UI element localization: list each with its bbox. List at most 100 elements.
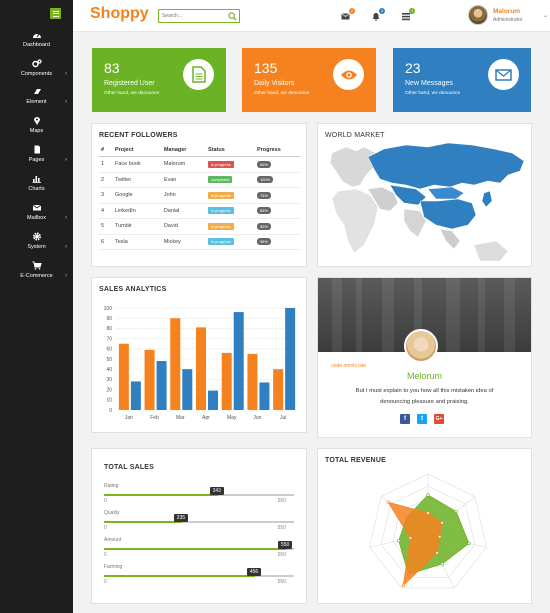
- radar-point[interactable]: [397, 539, 401, 543]
- world-map[interactable]: [324, 141, 528, 263]
- card-value: 135: [254, 60, 278, 76]
- tasks-icon: [402, 13, 410, 21]
- radar-point[interactable]: [454, 509, 458, 514]
- sidebar: Dashboard Components › Element › Maps Pa…: [0, 0, 73, 613]
- sidebar-item-label: Dashboard: [23, 42, 50, 48]
- bar-apr-series2[interactable]: [208, 390, 218, 410]
- sidebar-item-label: System: [27, 244, 46, 250]
- bar-jun-series2[interactable]: [259, 382, 270, 410]
- table-row[interactable]: 3 Google John in progress 75%: [98, 187, 300, 204]
- radar-point[interactable]: [438, 535, 442, 539]
- chevron-right-icon: ›: [65, 273, 67, 279]
- sidebar-item-charts[interactable]: Charts: [0, 174, 73, 192]
- slider-handle[interactable]: 456: [246, 568, 262, 576]
- bar-jul-series1[interactable]: [273, 369, 284, 410]
- bar-feb-series1[interactable]: [144, 349, 155, 410]
- status-badge: in progress: [207, 222, 234, 230]
- sales-slider-quality[interactable]: Quality 235 0 550: [104, 510, 294, 531]
- x-tick-label: Jul: [280, 415, 286, 421]
- radar-series-2[interactable]: [387, 501, 443, 587]
- radar-point[interactable]: [440, 562, 444, 566]
- sales-bar-chart[interactable]: 0 10 20 30 40 50 60 70 80 90 100 Jan Feb Mar Apr May Jun…: [96, 300, 302, 428]
- manager-cell: Mickey: [160, 234, 205, 250]
- sidebar-item-system[interactable]: System ›: [0, 232, 73, 250]
- slider-handle[interactable]: 343: [209, 487, 224, 495]
- twitter-button[interactable]: t: [417, 414, 427, 424]
- bar-apr-series1[interactable]: [196, 327, 206, 410]
- radar-point[interactable]: [435, 551, 439, 555]
- sales-slider-amount[interactable]: Amount 550 0 550: [104, 537, 294, 558]
- bell-icon: [372, 13, 380, 21]
- sidebar-item-element[interactable]: Element ›: [0, 87, 73, 105]
- user-role: Administrator: [493, 17, 523, 23]
- radar-point[interactable]: [426, 511, 430, 515]
- y-tick-label: 80: [106, 326, 112, 332]
- panel-title: RECENT FOLLOWERS: [99, 132, 178, 139]
- revenue-radar-chart[interactable]: [348, 467, 508, 601]
- table-row[interactable]: 4 LinkedIn Danial in progress 65%: [98, 203, 300, 219]
- table-row[interactable]: 2 Twitter Evan completed 100%: [98, 172, 300, 188]
- bar-mar-series2[interactable]: [182, 369, 193, 410]
- tasks-notification[interactable]: 4: [401, 8, 415, 21]
- radar-point[interactable]: [386, 500, 390, 504]
- app-logo[interactable]: Shoppy: [90, 5, 149, 22]
- table-row[interactable]: 6 Tesla Mickey in progress 96%: [98, 234, 300, 250]
- bar-mar-series1[interactable]: [170, 318, 181, 410]
- slider-max: 550: [277, 525, 286, 531]
- table-row[interactable]: 5 Tumblr David in progress 90%: [98, 218, 300, 235]
- bar-jan-series2[interactable]: [130, 381, 141, 410]
- radar-point[interactable]: [408, 536, 413, 540]
- slider-track[interactable]: 343: [104, 487, 294, 496]
- sidebar-item-dashboard[interactable]: Dashboard: [0, 30, 73, 48]
- radar-point[interactable]: [426, 493, 430, 497]
- status-badge: in progress: [207, 238, 234, 246]
- user-menu[interactable]: Malorum Administrator ⌄: [468, 5, 548, 27]
- slider-handle[interactable]: 550: [278, 541, 293, 549]
- facebook-button[interactable]: f: [400, 414, 410, 424]
- sales-slider-farming[interactable]: Farming 456 0 550: [104, 564, 294, 585]
- progress-cell: 100%: [253, 172, 300, 188]
- menu-toggle-button[interactable]: [50, 8, 61, 19]
- row-number: 5: [98, 218, 112, 235]
- bar-may-series2[interactable]: [233, 312, 244, 410]
- row-number: 3: [98, 187, 112, 204]
- sidebar-item-components[interactable]: Components ›: [0, 59, 73, 77]
- sidebar-item-mailbox[interactable]: Mailbox ›: [0, 203, 73, 221]
- mail-notification[interactable]: 2: [341, 8, 355, 21]
- total-sales-panel: TOTAL SALES Rating 343 0 550 Quality 235 0 550 A…: [91, 448, 307, 604]
- sidebar-item-pages[interactable]: Pages ›: [0, 145, 73, 163]
- slider-min: 0: [104, 579, 107, 585]
- radar-point[interactable]: [401, 583, 405, 587]
- column-header: Manager: [160, 144, 205, 157]
- bar-jan-series1[interactable]: [118, 343, 129, 410]
- envelope-icon: [488, 59, 519, 90]
- slider-handle[interactable]: 235: [173, 514, 189, 522]
- chevron-down-icon: ⌄: [543, 13, 549, 19]
- progress-badge: 100%: [256, 176, 274, 184]
- sales-slider-rating[interactable]: Rating 343 0 550: [104, 483, 294, 504]
- slider-label: Rating: [104, 483, 119, 489]
- map-marker-icon: [32, 116, 42, 125]
- project-cell: Tumblr: [111, 218, 161, 235]
- google-plus-button[interactable]: G+: [434, 414, 444, 424]
- slider-track[interactable]: 550: [104, 541, 294, 550]
- search-icon[interactable]: [228, 12, 237, 21]
- search-input[interactable]: [159, 10, 224, 22]
- progress-badge: 65%: [256, 207, 271, 215]
- column-header: Status: [204, 144, 254, 157]
- slider-track[interactable]: 456: [104, 568, 294, 577]
- slider-track[interactable]: 235: [104, 514, 294, 523]
- slider-fill: [104, 548, 286, 550]
- bar-jul-series2[interactable]: [285, 308, 296, 410]
- bar-may-series1[interactable]: [221, 352, 232, 410]
- x-tick-label: Feb: [150, 415, 159, 421]
- radar-point[interactable]: [440, 521, 444, 525]
- bar-feb-series2[interactable]: [156, 361, 167, 410]
- sidebar-item-ecommerce[interactable]: E-Commerce ›: [0, 261, 73, 279]
- radar-point[interactable]: [467, 541, 471, 545]
- bar-jun-series1[interactable]: [247, 353, 258, 410]
- y-tick-label: 20: [106, 387, 112, 393]
- table-row[interactable]: 1 Face book Malorum in progress 60%: [98, 156, 300, 173]
- sidebar-item-maps[interactable]: Maps: [0, 116, 73, 134]
- bell-notification[interactable]: 3: [371, 8, 385, 21]
